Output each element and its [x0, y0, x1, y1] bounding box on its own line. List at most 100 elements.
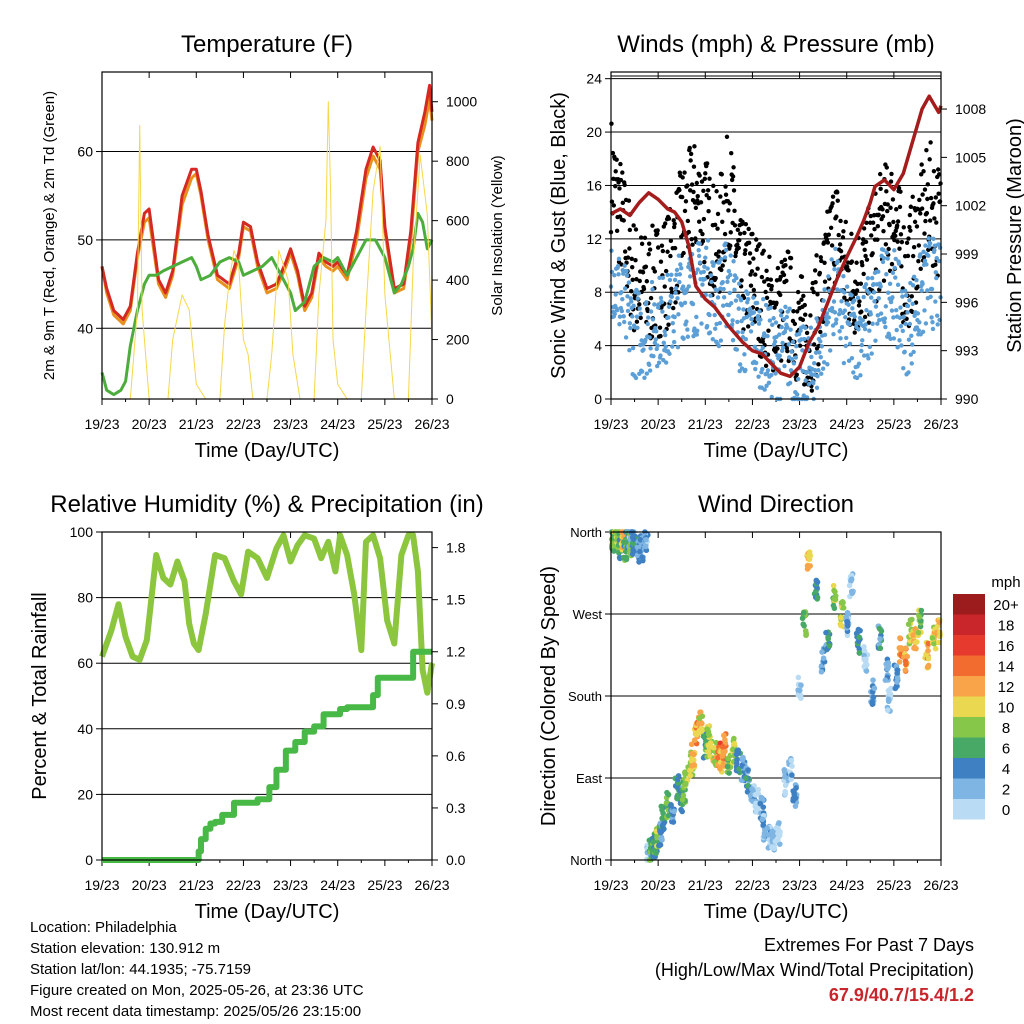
direction-point [861, 644, 867, 650]
x-tick-label: 24/23 [829, 877, 864, 893]
wind-point [630, 277, 635, 282]
wind-point [737, 362, 743, 367]
wind-point [655, 228, 660, 233]
wind-point [764, 383, 769, 389]
legend-swatch [953, 717, 985, 738]
wind-point [817, 270, 823, 276]
x-tick-label: 23/23 [782, 877, 817, 893]
direction-point [722, 736, 728, 743]
wind-point [860, 263, 865, 268]
wind-point [889, 261, 895, 267]
wind-point [890, 197, 896, 202]
direction-point [870, 677, 876, 683]
direction-point [826, 643, 833, 649]
wind-point [723, 184, 728, 189]
wind-point [910, 342, 915, 347]
direction-point [744, 789, 751, 795]
wind-point [869, 233, 874, 238]
wind-point [876, 296, 881, 301]
wind-point [647, 247, 653, 252]
wind-point [676, 253, 682, 258]
wind-point [726, 268, 732, 274]
y-tick-label: West [573, 607, 603, 622]
wind-point [910, 283, 916, 288]
wind-point [629, 299, 634, 304]
direction-point [916, 614, 923, 620]
x-tick-label: 22/23 [226, 416, 261, 432]
wind-point [621, 314, 626, 319]
wind-point [835, 198, 840, 203]
direction-point [924, 664, 931, 670]
extremes-values: 67.9/40.7/15.4/1.2 [828, 985, 974, 1005]
wind-point [932, 243, 938, 248]
wind-point [851, 370, 856, 375]
direction-point [888, 685, 894, 692]
direction-point [831, 587, 837, 594]
direction-point [754, 807, 760, 814]
direction-point [937, 629, 943, 636]
wind-point [757, 309, 762, 314]
direction-point [896, 659, 903, 665]
wind-point [663, 344, 668, 349]
wind-point [742, 352, 747, 357]
wind-point [861, 353, 867, 358]
wind-point [905, 303, 911, 309]
wind-point [924, 262, 929, 267]
direction-point [918, 607, 925, 614]
wind-point [718, 194, 723, 199]
wind-point [707, 176, 712, 181]
wind-point [658, 259, 664, 264]
y-tick-label: 60 [77, 655, 93, 671]
wind-point [801, 293, 806, 299]
wind-point [843, 343, 848, 349]
direction-point [820, 655, 827, 661]
wind-point [727, 290, 732, 296]
wind-point [748, 272, 753, 277]
wind-point [910, 301, 915, 307]
wind-point [694, 314, 699, 320]
wind-point [822, 332, 828, 338]
wind-point [888, 205, 893, 210]
wind-point [924, 210, 930, 216]
wind-point [841, 274, 846, 279]
wind-point [646, 251, 651, 257]
wind-point [918, 252, 923, 257]
wind-point [921, 169, 926, 174]
legend-swatch [953, 594, 985, 615]
direction-point [769, 828, 776, 835]
direction-point [814, 579, 821, 585]
direction-point [688, 741, 695, 748]
wind-point [908, 352, 914, 357]
wind-point [690, 242, 695, 247]
wind-point [740, 219, 745, 225]
direction-point [710, 744, 717, 751]
y2-axis-label: Station Pressure (Maroon) [1004, 118, 1024, 353]
wind-point [763, 363, 769, 369]
wind-point [936, 258, 942, 264]
direction-point [844, 609, 851, 616]
wind-point [661, 357, 666, 363]
y-tick-label: 60 [77, 144, 93, 160]
wind-point [797, 343, 803, 348]
wind-point [859, 348, 864, 354]
direction-point [665, 812, 672, 819]
wind-point [792, 321, 798, 327]
wind-point [762, 331, 767, 336]
wind-point [630, 264, 635, 270]
wind-point [785, 325, 790, 330]
y-tick-label: South [568, 689, 602, 704]
wind-point [917, 320, 922, 325]
wind-point [894, 308, 899, 313]
wind-point [916, 243, 922, 248]
y2-tick-label: 1000 [446, 94, 477, 110]
wind-point [753, 272, 758, 277]
wind-point [634, 319, 640, 324]
wind-point [818, 339, 823, 344]
wind-point [665, 272, 670, 278]
direction-point [925, 647, 931, 654]
wind-point [909, 333, 914, 339]
y2-tick-label: 400 [446, 272, 470, 288]
wind-point [671, 218, 676, 223]
x-tick-label: 23/23 [782, 416, 817, 432]
wind-point [719, 256, 724, 262]
